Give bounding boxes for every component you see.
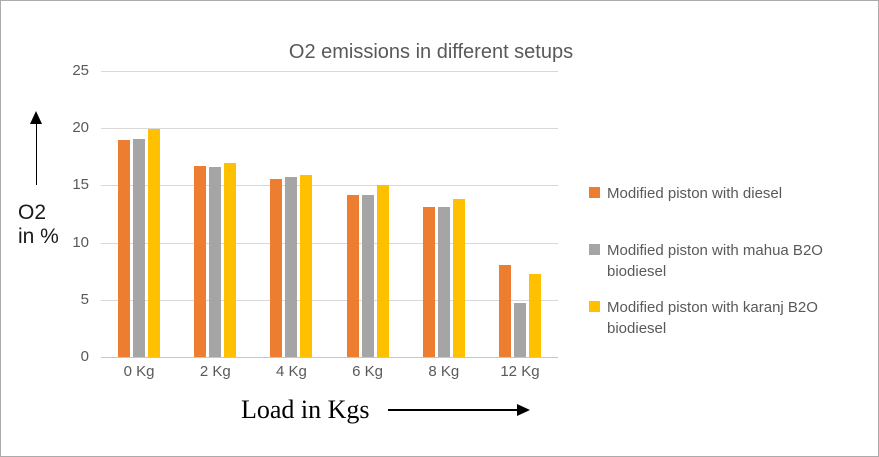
bar-group xyxy=(330,71,406,357)
y-tick-label: 0 xyxy=(80,348,89,365)
gridline xyxy=(101,71,558,72)
bar xyxy=(148,129,161,357)
y-tick-label: 5 xyxy=(80,290,89,308)
up-arrow-shaft xyxy=(35,123,37,185)
x-tick-label: 0 Kg xyxy=(123,363,155,380)
right-arrow-shaft xyxy=(387,409,518,411)
bar xyxy=(513,303,526,357)
x-axis-label-text: Load in Kgs xyxy=(241,395,370,424)
x-axis-label: Load in Kgs xyxy=(241,395,530,425)
x-tick-label: 2 Kg xyxy=(199,363,231,380)
bar xyxy=(285,177,298,357)
bar-group xyxy=(406,71,482,357)
legend: Modified piston with diesel Modified pist… xyxy=(589,183,867,354)
x-tick-label: 4 Kg xyxy=(276,363,307,380)
gridline xyxy=(101,299,558,301)
bar-groups xyxy=(101,71,558,357)
bar xyxy=(224,162,237,357)
up-arrow-head xyxy=(30,111,42,124)
bar xyxy=(346,194,359,357)
y-axis-label-line2: in % xyxy=(18,225,59,249)
gridline xyxy=(101,185,558,187)
bar xyxy=(270,178,283,357)
x-tick-label: 12 Kg xyxy=(500,363,540,380)
bar xyxy=(361,194,374,357)
legend-label: Modified piston with diesel xyxy=(607,185,783,202)
x-tick-label: 6 Kg xyxy=(352,363,384,380)
legend-item: Modified piston with diesel xyxy=(589,183,867,204)
y-tick-label: 15 xyxy=(72,176,89,194)
y-tick-label: 10 xyxy=(72,233,89,251)
chart-title: O2 emissions in different setups xyxy=(288,41,574,63)
plot-area xyxy=(101,71,558,358)
legend-label: Modified piston with mahua B2O biodiesel xyxy=(607,242,823,280)
y-axis-label: O2 in % xyxy=(18,201,59,249)
legend-item: Modified piston with mahua B2O biodiesel xyxy=(589,240,867,282)
gridline xyxy=(101,128,558,130)
x-axis-tick-labels: 0 Kg 2 Kg 4 Kg 6 Kg 8 Kg 12 Kg xyxy=(101,363,558,380)
bar xyxy=(376,185,389,357)
right-arrow-head xyxy=(516,404,530,416)
bar-group xyxy=(482,71,558,357)
y-axis-label-line1: O2 xyxy=(18,201,47,224)
bar xyxy=(422,207,435,357)
bar-group xyxy=(253,71,329,357)
legend-swatch xyxy=(589,187,600,198)
bar xyxy=(118,139,131,357)
bar xyxy=(209,167,222,357)
bar xyxy=(498,265,511,357)
legend-label: Modified piston with karanj B2O biodiese… xyxy=(607,299,818,337)
right-arrow-icon xyxy=(387,404,530,416)
bar xyxy=(133,138,146,357)
bar-group xyxy=(177,71,253,357)
y-tick-label: 20 xyxy=(72,119,89,137)
legend-swatch xyxy=(589,244,600,255)
bar xyxy=(528,273,541,357)
legend-swatch xyxy=(589,301,600,312)
bar xyxy=(452,199,465,357)
gridline xyxy=(101,242,558,244)
legend-item: Modified piston with karanj B2O biodiese… xyxy=(589,297,867,339)
x-tick-label: 8 Kg xyxy=(428,363,460,380)
bar xyxy=(437,207,450,357)
bar xyxy=(194,165,207,357)
up-arrow-icon xyxy=(29,111,43,185)
bar xyxy=(300,175,313,357)
y-tick-label: 25 xyxy=(72,62,89,79)
bar-group xyxy=(101,71,177,357)
